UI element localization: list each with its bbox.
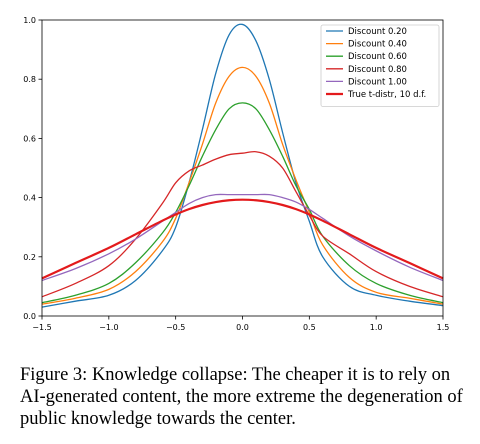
x-tick-label: 1.0: [370, 323, 383, 332]
legend-label: Discount 0.40: [348, 40, 407, 50]
legend-box: [320, 24, 440, 107]
line-chart: −1.5 −1.0 −0.5 0.0 0.5 1.0 1.5 0.0 0.2 0.4 0.6 0.8…: [23, 16, 449, 332]
legend-label: Discount 0.60: [348, 52, 407, 62]
x-tick-label: −1.0: [99, 323, 118, 332]
legend: Discount 0.20 Discount 0.40 Discount 0.60 D…: [320, 24, 440, 107]
x-tick-label: −0.5: [166, 323, 185, 332]
y-tick-label: 1.0: [23, 16, 36, 25]
figure-caption: Figure 3: Knowledge collapse: The cheape…: [20, 365, 463, 429]
y-tick-label: 0.6: [23, 134, 36, 143]
x-tick-label: 1.5: [437, 323, 450, 332]
series-line-4: [41, 150, 444, 298]
series-line-3: [41, 102, 444, 304]
series-line-6: [41, 198, 444, 280]
plot-lines: [41, 23, 444, 308]
y-axis: 0.0 0.2 0.4 0.6 0.8 1.0: [23, 16, 42, 321]
x-tick-label: 0.5: [303, 323, 316, 332]
legend-label: Discount 0.20: [348, 27, 407, 37]
y-tick-label: 0.4: [23, 194, 36, 203]
x-tick-label: 0.0: [236, 323, 249, 332]
y-tick-label: 0.0: [23, 312, 36, 321]
series-line-5: [41, 193, 444, 282]
series-line-1: [41, 23, 444, 308]
x-tick-label: −1.5: [32, 323, 51, 332]
legend-label: True t-distr, 10 d.f.: [347, 90, 426, 100]
legend-label: Discount 1.00: [348, 77, 407, 87]
y-tick-label: 0.2: [23, 253, 36, 262]
y-tick-label: 0.8: [23, 75, 36, 84]
x-axis: −1.5 −1.0 −0.5 0.0 0.5 1.0 1.5: [32, 316, 449, 332]
series-line-2: [41, 66, 444, 305]
legend-label: Discount 0.80: [348, 65, 407, 75]
